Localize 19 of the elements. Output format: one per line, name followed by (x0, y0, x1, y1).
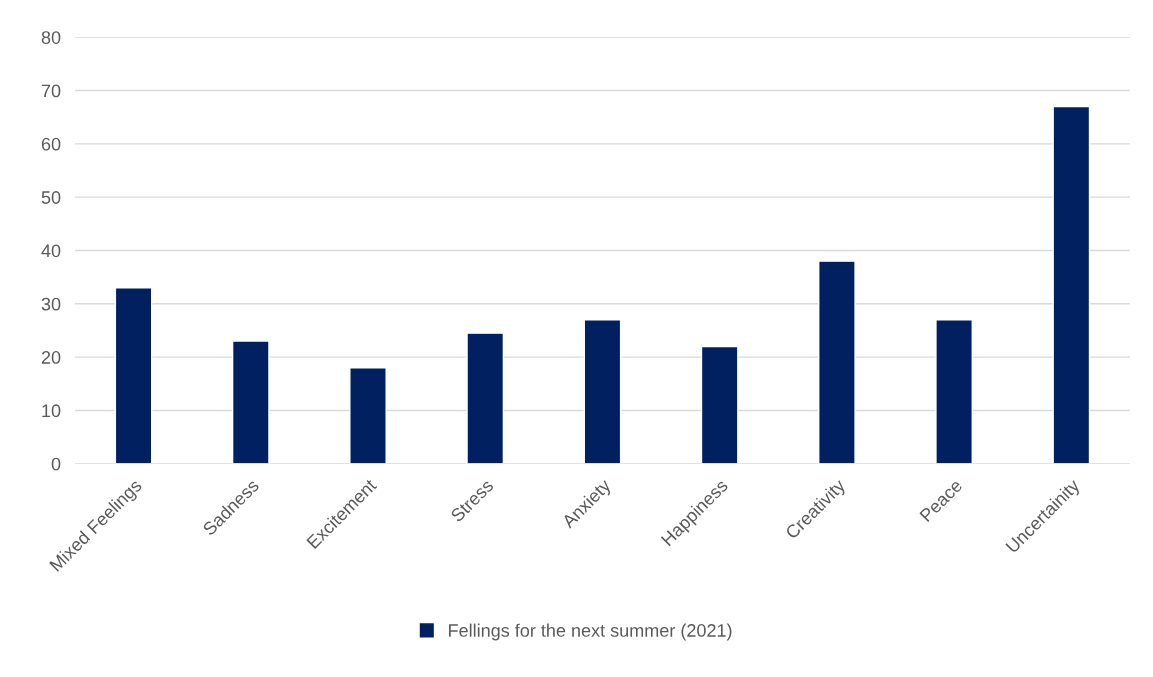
y-tick-label: 20 (41, 351, 61, 364)
bar (466, 332, 505, 464)
y-tick-label: 40 (41, 244, 61, 258)
bar (583, 319, 622, 464)
y-tick-label: 0 (51, 457, 61, 471)
bar (700, 345, 739, 464)
legend-label: Fellings for the next summer (2021) (449, 623, 732, 641)
bar (349, 367, 387, 464)
bar (114, 287, 153, 464)
bar (231, 340, 270, 464)
y-tick-label: 10 (42, 404, 61, 418)
y-tick-label: 50 (41, 191, 61, 204)
bar (935, 319, 973, 464)
bar (1052, 105, 1091, 464)
y-tick-label: 70 (41, 84, 61, 98)
y-tick-label: 80 (41, 31, 61, 44)
y-tick-label: 30 (41, 297, 61, 311)
y-tick-label: 60 (41, 137, 61, 151)
bar (818, 260, 856, 464)
